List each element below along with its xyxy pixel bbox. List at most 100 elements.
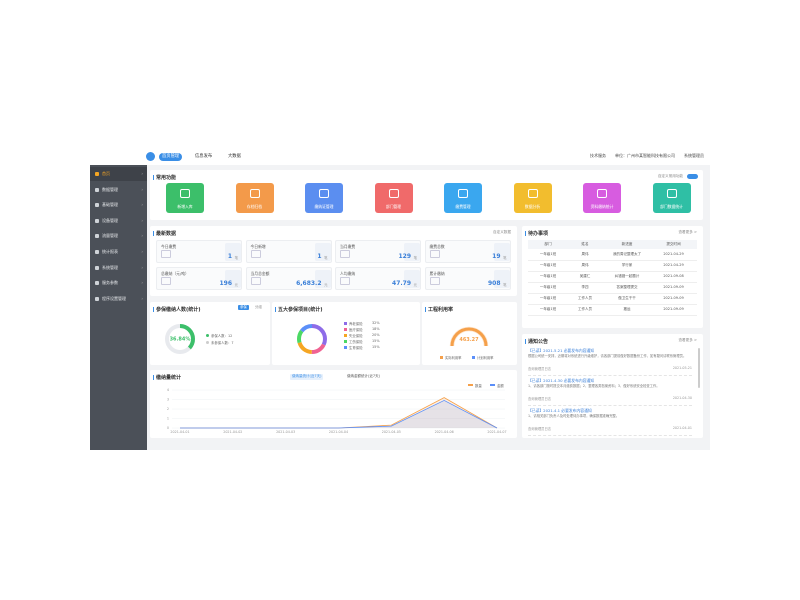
data-value: 908 [487, 280, 501, 287]
top-right-item[interactable]: 系统管理员 [684, 153, 704, 158]
data-icon [340, 277, 350, 285]
x-tick-label: 2021-04-03 [276, 430, 295, 434]
sidebar-item[interactable]: 服务参数 › [90, 276, 147, 290]
notice-title: 【已读】2021.4.1 必要发布内容通知 [528, 408, 592, 413]
sidebar-item[interactable]: 系统管理 › [90, 261, 147, 275]
x-tick-label: 2021-04-01 [170, 430, 189, 434]
shortcut-icon [597, 189, 607, 198]
shortcut-label: 存档归档 [246, 204, 263, 209]
toggle[interactable] [687, 174, 698, 179]
data-value: 1 [317, 253, 322, 260]
legend-dot [344, 328, 347, 331]
shortcut-tile[interactable]: 缴费管理 [444, 183, 482, 213]
shortcut-icon [249, 189, 260, 198]
top-right-item[interactable]: 单位：广州市某智能科技有限公司 [615, 153, 675, 158]
shortcut-label: 数据分析 [524, 204, 541, 209]
notice-date: 2021-04-01 [672, 426, 692, 430]
card-title: 最新数据 [152, 231, 177, 237]
shortcut-icon [388, 189, 399, 198]
sidebar-label: 数据管理 [102, 186, 118, 192]
gauge-arc [450, 327, 488, 347]
table-cell: 周伟 [581, 263, 589, 267]
table-cell: 一年级1班 [539, 274, 557, 278]
sidebar-item[interactable]: 程序设置管理 › [90, 292, 147, 306]
todo-card: 待办事项 查看更多 > 部门 姓名 新进度 提交时间 一年级1班 周伟 我的周记整理太了 2021… [522, 226, 703, 328]
gauge-tab[interactable]: 参保 [238, 305, 249, 310]
y-tick-label: 2 [167, 407, 169, 411]
shortcut-label: 资料缴纳统计 [590, 204, 614, 209]
y-tick-label: 4 [167, 388, 169, 392]
notice-author: 查询管理员日志 [528, 367, 552, 371]
notice-author: 查询管理员日志 [528, 427, 552, 431]
sidebar-item[interactable]: 数据管理 › [90, 183, 147, 197]
column-header: 提交时间 [666, 242, 681, 246]
x-tick-label: 2021-04-02 [223, 430, 242, 434]
shortcut-tile[interactable]: 部门管理 [374, 183, 413, 213]
data-deco [493, 270, 510, 288]
top-tab[interactable]: 首页管理 [159, 152, 183, 161]
sidebar-item[interactable]: 首页 › [90, 167, 147, 181]
column-header: 部门 [544, 242, 552, 246]
legend-value: 15% [372, 345, 380, 350]
shortcut-tile[interactable]: 新增入库 [166, 183, 204, 213]
notice-item[interactable]: 【已读】2021.4.30 必要发布内容通知 1、请各部门按时提交本月缴费数据；2… [528, 378, 692, 406]
sidebar-icon [95, 218, 99, 223]
data-label: 当月缴费 [340, 244, 356, 249]
top-tab[interactable]: 大数据 [228, 153, 241, 159]
data-unit: 笔 [234, 256, 238, 260]
legend-dot [468, 384, 473, 386]
table-cell: 2021-04-29 [663, 263, 684, 267]
sidebar-item[interactable]: 基础管理 › [90, 198, 147, 212]
todo-action[interactable]: 查看更多 > [678, 230, 697, 234]
card-title: 缴纳量统计 [152, 375, 182, 381]
data-unit: 元 [324, 283, 328, 287]
chevron: › [141, 202, 143, 208]
table-cell: 一年级1班 [539, 296, 557, 300]
shortcut-tile[interactable]: 资料缴纳统计 [583, 183, 621, 213]
sidebar-label: 设备管理 [102, 217, 118, 223]
chart-button[interactable]: 缴纳金额统计(近7天) [347, 374, 380, 378]
latest-action[interactable]: 自定义数据 [493, 230, 511, 234]
notice-action[interactable]: 查看更多 > [678, 338, 697, 342]
sidebar-label: 程序设置管理 [102, 295, 126, 301]
top-right: 技术服务 单位：广州市某智能科技有限公司 系统管理员 [590, 153, 704, 161]
latest-card: 最新数据 自定义数据 今日缴费 1 笔今日新增 1 笔当月缴费 129 笔缴费总数 19 笔总缴纳（… [150, 226, 517, 296]
top-right-item[interactable]: 技术服务 [590, 153, 606, 158]
chart-button[interactable]: 缴纳量统计(近7天) [290, 374, 324, 380]
data-icon [161, 250, 171, 258]
top-bar: 首页管理 信息发布 大数据 技术服务 单位：广州市某智能科技有限公司 系统管理员 [90, 148, 710, 165]
x-tick-label: 2021-04-04 [329, 430, 348, 434]
sidebar-item[interactable]: 统计报表 › [90, 245, 147, 259]
shortcut-tile[interactable]: 缴纳证管理 [305, 183, 343, 213]
notice-item[interactable]: 【已读】2021.5.21 必要发布内容通知 根据公司统一安排，近期将对系统进行升… [528, 348, 692, 376]
table-row-line [528, 259, 697, 260]
data-unit: 元 [234, 283, 238, 287]
notice-item[interactable]: 【已读】2021.4.1 必要发布内容通知 1、请相关部门负责人及时处理待办事项，… [528, 408, 692, 436]
x-tick-label: 2021-04-05 [382, 430, 401, 434]
data-label: 人均缴纳 [340, 271, 356, 276]
sidebar-item[interactable]: 流量管理 › [90, 229, 147, 243]
menu-toggle[interactable] [146, 152, 155, 161]
gauge-tab[interactable]: 分组 [255, 305, 262, 309]
sidebar: 首页 › 数据管理 › 基础管理 › 设备管理 › 流量管理 › 统计报表 › 系统管理 › 服务参数 › 程序… [90, 165, 147, 450]
legend-dot [472, 356, 475, 359]
table-cell: 2021-09-08 [663, 274, 684, 278]
series-area [180, 397, 497, 428]
notice-date: 2021-05-21 [672, 366, 692, 370]
table-cell: 学行家 [621, 263, 633, 267]
table-cell: 一年级1班 [539, 285, 557, 289]
y-tick-label: 0 [167, 426, 169, 430]
card-title: 参保缴纳人数(统计) [153, 307, 201, 313]
sidebar-icon [95, 281, 99, 286]
sidebar-item[interactable]: 设备管理 › [90, 214, 147, 228]
shortcut-tile[interactable]: 存档归档 [235, 183, 274, 213]
shortcut-tile[interactable]: 数据分析 [513, 183, 552, 213]
shortcut-tile[interactable]: 部门数据统计 [652, 183, 691, 213]
table-cell: 李四 [581, 285, 589, 289]
legend-dot [440, 356, 443, 359]
sidebar-icon [95, 187, 99, 192]
data-unit: 笔 [413, 256, 417, 260]
top-tab[interactable]: 信息发布 [195, 153, 213, 159]
legend-value: 15% [372, 339, 380, 344]
table-cell: 2021-09-09 [663, 296, 684, 300]
